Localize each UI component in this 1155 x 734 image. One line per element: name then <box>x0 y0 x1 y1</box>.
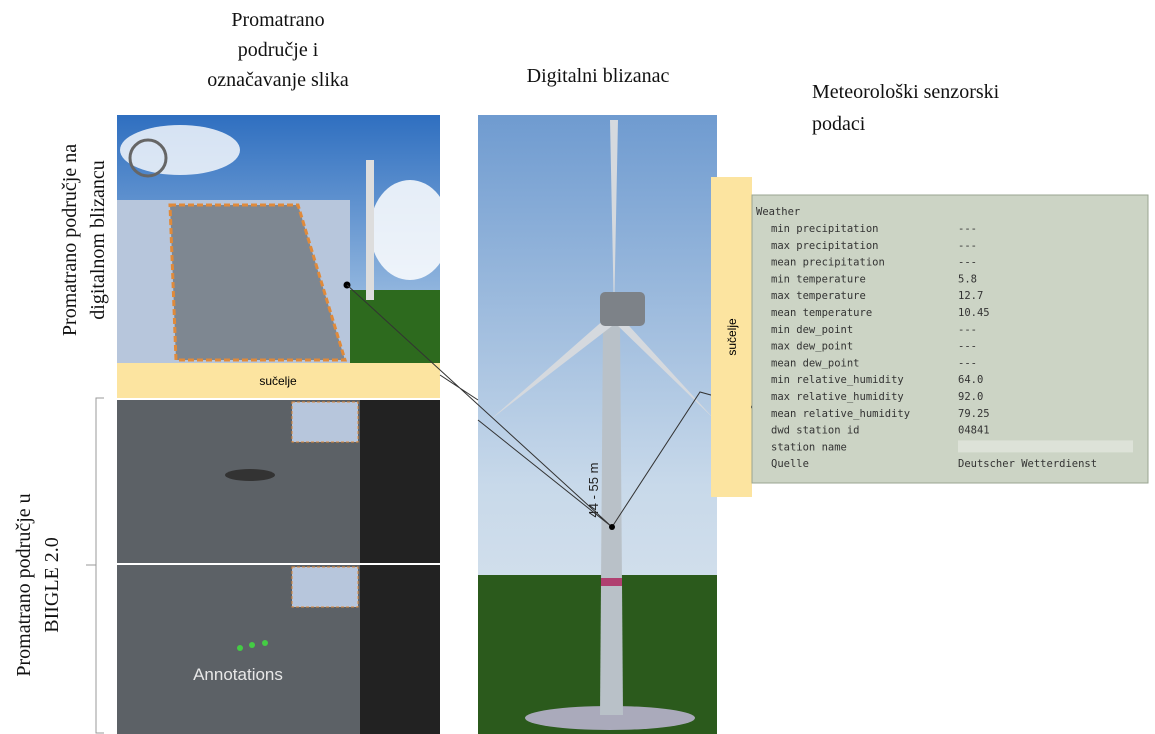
weather-key: min relative_humidity <box>771 374 904 386</box>
title-line: područje i <box>238 39 319 61</box>
col-title-meteo: podaci <box>812 113 866 135</box>
weather-key: mean temperature <box>771 307 872 319</box>
blade <box>610 120 618 318</box>
weather-value: 10.45 <box>958 307 990 319</box>
weather-value: Deutscher Wetterdienst <box>958 458 1097 470</box>
weather-key: min temperature <box>771 273 866 285</box>
weather-key: mean dew_point <box>771 357 860 369</box>
biigle-screen: Annotations <box>117 400 440 734</box>
title-line: označavanje slika <box>207 69 349 91</box>
weather-key: min precipitation <box>771 223 878 235</box>
row-label-line: Promatrano područje na <box>59 144 81 336</box>
observed-area <box>168 203 348 362</box>
weather-title: Weather <box>756 206 800 218</box>
weather-value: 04841 <box>958 425 990 437</box>
weather-key: mean precipitation <box>771 257 885 269</box>
weather-value: --- <box>958 240 977 252</box>
compass <box>128 138 168 178</box>
weather-key: min dew_point <box>771 324 853 336</box>
weather-key: station name <box>771 441 847 453</box>
weather-value: 5.8 <box>958 273 977 285</box>
tower-band <box>601 578 622 586</box>
nacelle <box>600 292 645 326</box>
blade <box>614 316 715 420</box>
weather-key: max dew_point <box>771 341 853 353</box>
object <box>225 469 275 481</box>
weather-value: --- <box>958 223 977 235</box>
tower <box>600 320 623 715</box>
weather-panel <box>751 194 1149 484</box>
weather-key: max precipitation <box>771 240 878 252</box>
weather-value: --- <box>958 357 977 369</box>
base <box>525 706 695 730</box>
row-label-biigle: Promatrano područje u BIIGLE 2.0 <box>13 493 63 676</box>
col-title-observation: Promatrano područje i označavanje slika <box>207 9 349 91</box>
row-label-line: digitalnom blizancu <box>87 160 109 319</box>
interface-bar <box>711 177 752 497</box>
col-title-twin: Digitalni blizanac <box>527 65 670 87</box>
row-label-line: Promatrano područje u <box>13 493 35 676</box>
weather-rows: min precipitation --- max precipitation ---… <box>771 223 1133 470</box>
weather-value: --- <box>958 257 977 269</box>
weather-value: 92.0 <box>958 391 983 403</box>
weather-value: 64.0 <box>958 374 983 386</box>
weather-value: --- <box>958 324 977 336</box>
weather-key: dwd station id <box>771 425 860 437</box>
interface-label: sučelje <box>259 374 297 388</box>
interface-label: sučelje <box>725 318 739 356</box>
weather-value: --- <box>958 341 977 353</box>
weather-key: max relative_humidity <box>771 391 904 403</box>
grass <box>340 290 440 365</box>
blank-field <box>958 440 1133 453</box>
weather-key: mean relative_humidity <box>771 408 910 420</box>
weather-key: Quelle <box>771 458 809 470</box>
interface-bar <box>117 363 440 398</box>
title-line: Promatrano <box>231 9 324 31</box>
annotation-point <box>237 645 243 651</box>
row-label-twin: Promatrano područje na digitalnom blizan… <box>59 144 109 336</box>
weather-value: 12.7 <box>958 290 983 302</box>
minimap <box>291 401 359 443</box>
minimap <box>291 566 359 608</box>
col-title-meteo: Meteorološki senzorski <box>812 81 1000 103</box>
sidebar <box>360 565 440 734</box>
annotation-point <box>249 642 255 648</box>
sidebar <box>360 400 440 563</box>
annotations-label: Annotations <box>193 665 283 684</box>
height-label: 44 - 55 m <box>586 463 601 518</box>
dot <box>609 524 615 530</box>
weather-key: max temperature <box>771 290 866 302</box>
blade <box>490 318 612 420</box>
annotation-point <box>262 640 268 646</box>
bracket <box>86 397 104 734</box>
weather-value: 79.25 <box>958 408 990 420</box>
cloud <box>120 125 240 175</box>
row-label-line: BIIGLE 2.0 <box>41 537 63 633</box>
cloud <box>370 180 450 280</box>
tower <box>366 160 374 300</box>
